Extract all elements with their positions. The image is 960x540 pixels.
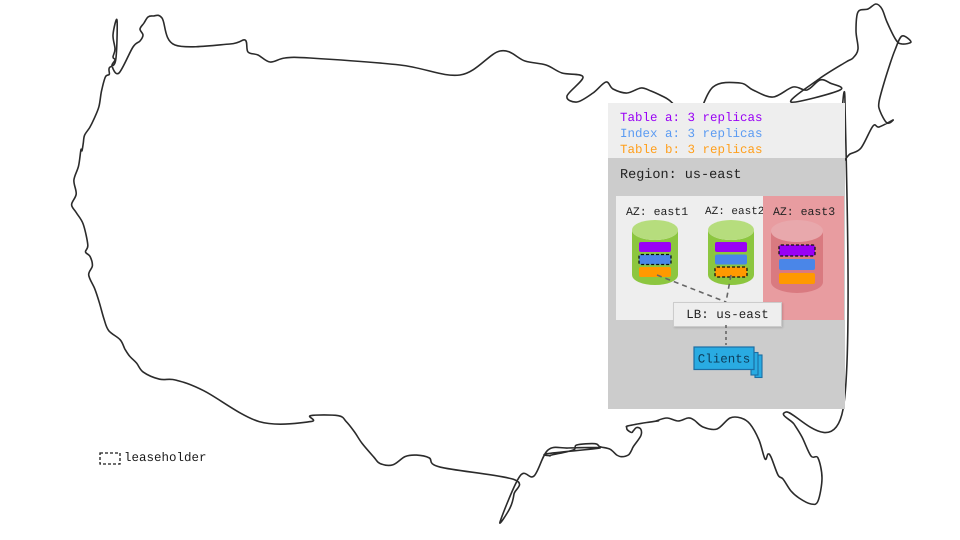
svg-text:Clients: Clients	[698, 353, 751, 367]
